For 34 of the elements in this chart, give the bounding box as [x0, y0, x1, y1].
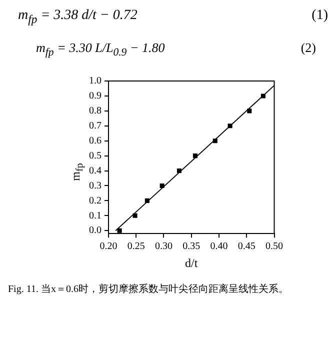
point [260, 94, 266, 99]
y-tick-label: 0.5 [89, 150, 102, 162]
y-tick-label: 1.0 [89, 76, 102, 88]
point [228, 124, 232, 129]
x-tick-label: 0.20 [100, 242, 118, 253]
point [160, 184, 164, 188]
x-tick-label: 0.40 [210, 242, 228, 253]
x-tick-label: 0.35 [182, 242, 200, 253]
text: (1) [312, 8, 328, 25]
y-tick-label: 0.6 [89, 136, 102, 147]
y-tick-label: 0.0 [89, 226, 102, 237]
point [247, 109, 252, 114]
caption: Fig. 11. 当x＝0.6时，剪切摩擦系数与叶尖径向距离呈线性关系。 [8, 282, 290, 296]
text: m$_{fp}$ = 3.38 d/t − 0.72 [18, 8, 138, 26]
point [192, 154, 198, 158]
y-tick-label: 0.8 [89, 106, 102, 117]
x-axis-title: d/t [185, 256, 198, 270]
y-tick-label: 0.9 [89, 90, 102, 102]
y-tick-label: 0.4 [89, 166, 102, 177]
text: (2) [300, 40, 316, 57]
point [117, 228, 122, 234]
x-tick-label: 0.45 [238, 242, 256, 253]
y-tick-label: 0.7 [89, 120, 102, 132]
y-tick-label: 0.2 [89, 196, 102, 207]
x-tick-label: 0.25 [127, 242, 145, 253]
point [176, 168, 182, 174]
text: m$_{fp}$ = 3.30 L/L$_{0.9}$ − 1.80 [36, 40, 165, 58]
point [212, 138, 218, 144]
point [144, 198, 150, 204]
y-tick-label: 0.1 [89, 210, 102, 222]
x-tick-label: 0.30 [155, 242, 172, 253]
point [132, 214, 138, 218]
x-tick-label: 0.50 [266, 242, 283, 253]
y-tick-label: 0.3 [89, 180, 102, 192]
